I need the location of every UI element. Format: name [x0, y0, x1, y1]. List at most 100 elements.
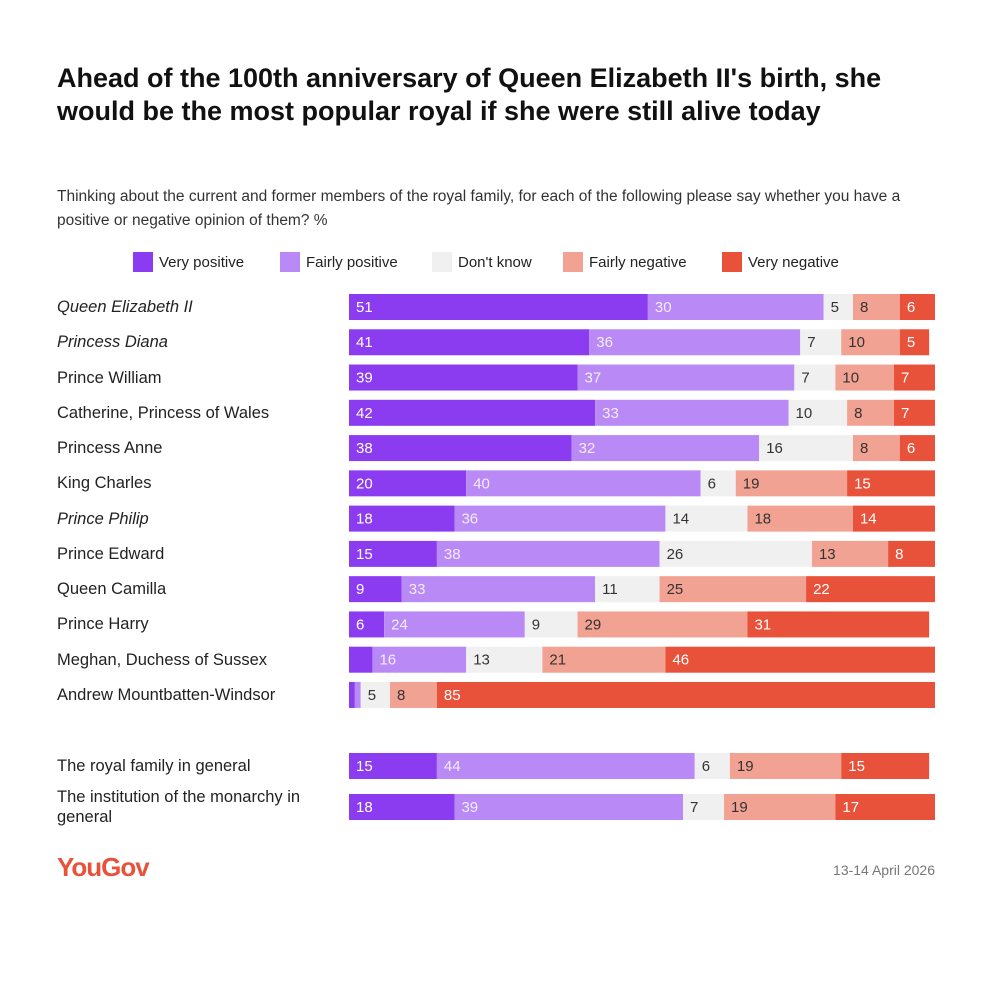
bar-segment — [349, 294, 648, 320]
chart-subtitle: Thinking about the current and former me… — [57, 188, 901, 229]
bar-segment — [665, 646, 935, 673]
value-label: 85 — [444, 687, 461, 704]
bar-segment — [729, 753, 842, 779]
bar-segment — [349, 753, 437, 779]
category-label: Princess Diana — [57, 333, 168, 352]
value-label: 5 — [831, 299, 839, 316]
value-label: 8 — [397, 687, 405, 704]
category-label: The institution of the monarchy in gener… — [57, 788, 301, 826]
bar-segment — [823, 294, 853, 320]
bar-segment — [595, 399, 789, 426]
value-label: 7 — [807, 334, 815, 351]
bar-segment — [360, 681, 391, 708]
bar-segment — [893, 399, 935, 426]
bar-segment — [524, 611, 578, 638]
bar-segment — [665, 505, 748, 532]
bar-segment — [694, 753, 730, 779]
value-label: 8 — [895, 546, 903, 563]
value-label: 8 — [860, 299, 868, 316]
value-label: 36 — [596, 334, 613, 351]
value-label: 6 — [907, 440, 915, 457]
bar-segment — [436, 753, 695, 779]
value-label: 7 — [901, 370, 909, 387]
value-label: 18 — [356, 511, 373, 528]
value-label: 46 — [672, 652, 689, 669]
bar-segment — [841, 753, 930, 779]
legend-swatch — [432, 252, 452, 272]
category-label: Queen Camilla — [57, 580, 167, 599]
value-label: 25 — [667, 581, 684, 598]
value-label: 18 — [754, 511, 771, 528]
bar-segment — [349, 399, 596, 426]
bar-segment — [349, 435, 572, 462]
legend-label: Very positive — [159, 254, 244, 271]
bar-segment — [436, 540, 660, 567]
bar-segment — [466, 470, 701, 497]
category-label: The royal family in general — [57, 757, 251, 775]
bar-segment — [835, 794, 935, 820]
source-logo: YouGov — [57, 852, 150, 882]
bar-segment — [577, 611, 748, 638]
bar-segment — [349, 646, 373, 673]
value-label: 19 — [731, 799, 748, 816]
bar-segment — [841, 329, 900, 356]
bar-segment — [735, 470, 848, 497]
value-label: 19 — [737, 758, 754, 775]
bar-segment — [466, 646, 543, 673]
legend-label: Very negative — [748, 254, 839, 271]
bar-segment — [384, 611, 525, 638]
bar-segment — [454, 505, 666, 532]
bar-segment — [747, 611, 930, 638]
value-label: 7 — [690, 799, 698, 816]
bar-segment — [788, 399, 848, 426]
bar-segment — [759, 435, 853, 462]
bar-segment — [349, 576, 402, 603]
bar-segment — [847, 470, 935, 497]
value-label: 36 — [461, 511, 478, 528]
bar-segment — [349, 364, 578, 391]
value-label: 37 — [585, 370, 602, 387]
bar-segment — [899, 294, 935, 320]
value-label: 15 — [356, 546, 373, 563]
date-label: 13-14 April 2026 — [833, 862, 935, 878]
value-label: 22 — [813, 581, 830, 598]
value-label: 15 — [356, 758, 373, 775]
category-label: Queen Elizabeth II — [57, 298, 193, 316]
value-label: 26 — [667, 546, 684, 563]
category-label: Prince William — [57, 368, 162, 387]
value-label: 8 — [860, 440, 868, 457]
bar-segment — [899, 329, 930, 356]
value-label: 14 — [672, 511, 689, 528]
legend-swatch — [722, 252, 742, 272]
value-label: 16 — [766, 440, 783, 457]
value-label: 44 — [444, 758, 461, 775]
value-label: 20 — [356, 475, 373, 492]
category-label: Meghan, Duchess of Sussex — [57, 650, 268, 669]
category-label: Andrew Mountbatten-Windsor — [57, 685, 276, 704]
value-label: 30 — [655, 299, 672, 316]
value-label: 33 — [602, 405, 619, 422]
value-label: 13 — [819, 546, 836, 563]
bar-segment — [852, 435, 900, 462]
bar-segment — [811, 540, 889, 567]
bar-segment — [647, 294, 824, 320]
bar-segment — [852, 505, 935, 532]
legend-swatch — [280, 252, 300, 272]
bar-segment — [349, 505, 455, 532]
value-label: 6 — [702, 758, 710, 775]
bar-segment — [659, 540, 812, 567]
legend-label: Don't know — [458, 254, 532, 271]
value-label: 5 — [368, 687, 376, 704]
bar-segment — [700, 470, 736, 497]
bar-segment — [349, 611, 385, 638]
value-label: 38 — [356, 440, 373, 457]
value-label: 32 — [579, 440, 596, 457]
bar-segment — [349, 470, 467, 497]
bar-segment — [349, 794, 455, 820]
bar-segment — [899, 435, 935, 462]
value-label: 6 — [356, 616, 364, 633]
bar-segment — [571, 435, 760, 462]
bar-segment — [794, 364, 836, 391]
legend-label: Fairly negative — [589, 254, 687, 271]
